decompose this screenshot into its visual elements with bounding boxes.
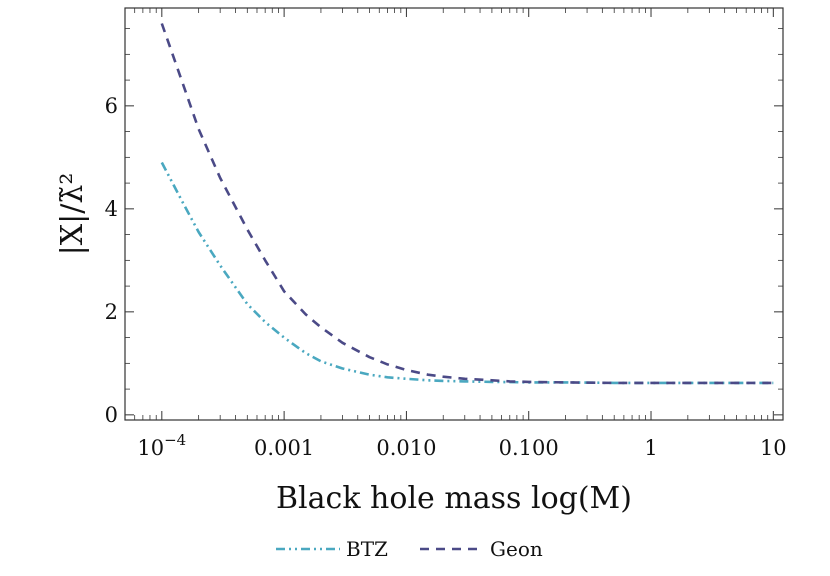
x-tick-label: 10 — [760, 436, 787, 460]
y-tick-label: 6 — [105, 94, 118, 118]
y-tick-label: 0 — [105, 403, 118, 427]
x-tick-label: 0.100 — [499, 436, 559, 460]
legend: BTZ Geon — [276, 537, 543, 561]
series-line-btz — [160, 161, 774, 385]
x-tick-label: 0.001 — [254, 436, 314, 460]
axis-ticks — [124, 8, 783, 420]
x-tick-label-exponent: −4 — [164, 431, 186, 449]
legend-label-btz: BTZ — [346, 537, 388, 561]
y-tick-label: 2 — [105, 300, 118, 324]
y-axis-title: |X|/λ̃² — [55, 173, 90, 256]
x-tick-label: 10−4 — [137, 431, 186, 460]
x-tick-label-base: 10 — [137, 436, 164, 460]
plot-frame — [124, 7, 784, 421]
x-axis-title: Black hole mass log(M) — [276, 481, 632, 516]
series-line-geon — [160, 23, 774, 385]
legend-label-geon: Geon — [490, 537, 543, 561]
y-tick-label: 4 — [105, 197, 118, 221]
x-tick-label: 0.010 — [376, 436, 436, 460]
x-tick-label: 1 — [644, 436, 657, 460]
data-lines — [160, 23, 774, 385]
